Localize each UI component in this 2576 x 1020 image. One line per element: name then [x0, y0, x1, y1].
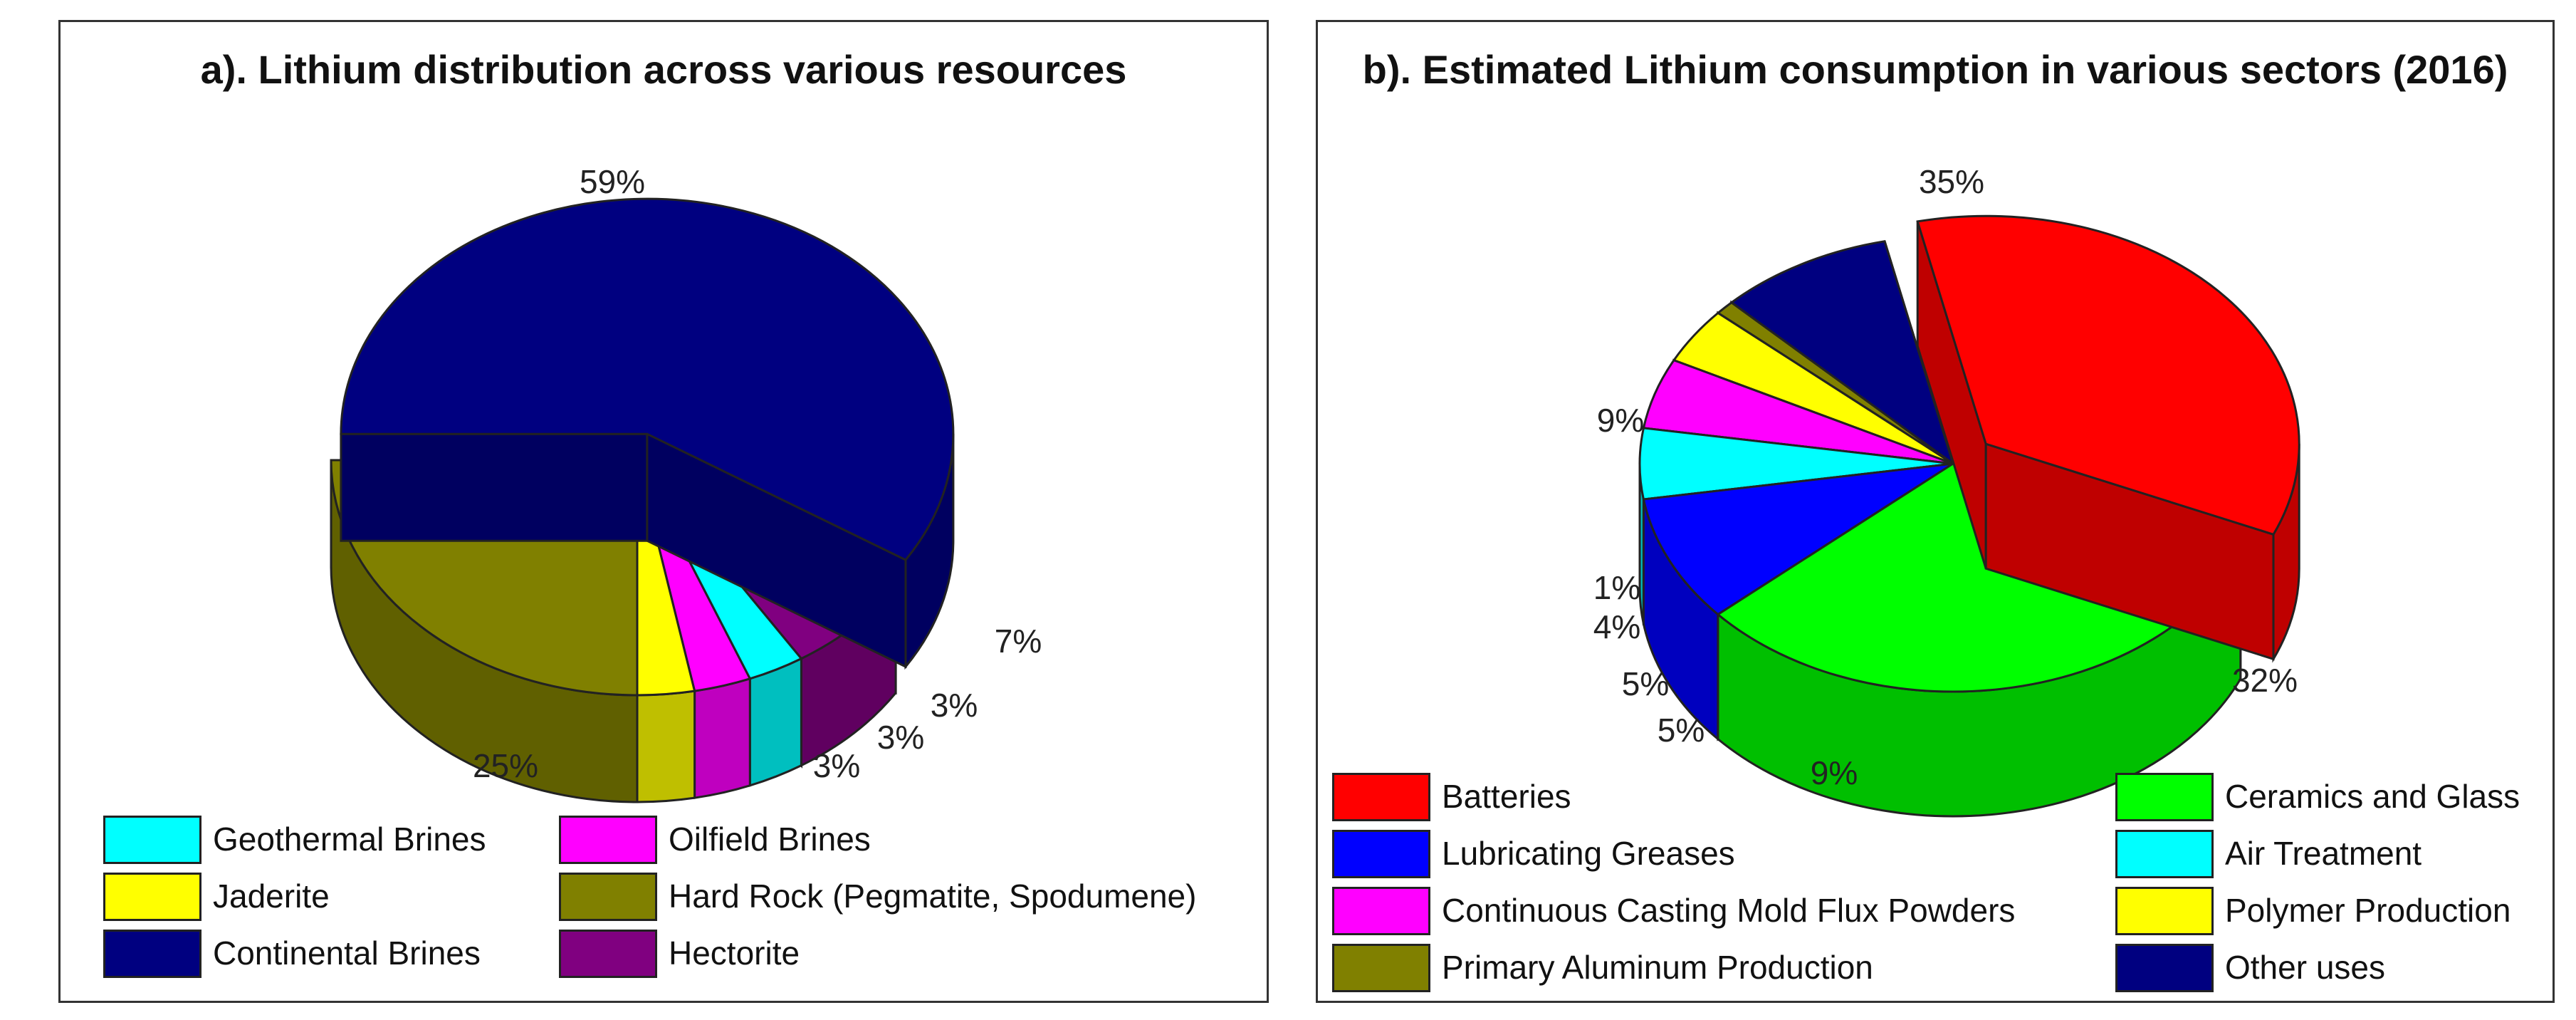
b-legend-swatch [2115, 944, 2214, 992]
slice-label-lubricating-greases: 9% [1811, 754, 1858, 791]
slice-label-primary-aluminum-production: 1% [1593, 569, 1640, 606]
slice-label-hard-rock-pegmatite-spodumene: 25% [473, 747, 538, 784]
a-legend-swatch [559, 873, 657, 921]
chart-panel-b: b). Estimated Lithium consumption in var… [1316, 20, 2555, 1003]
b-legend-label: Polymer Production [2225, 892, 2511, 929]
slice-label-batteries: 35% [1919, 163, 1984, 200]
a-legend-swatch [559, 930, 657, 978]
b-legend-swatch [1332, 830, 1430, 878]
slice-label-geothermal-brines: 3% [931, 687, 978, 724]
a-legend-swatch [103, 816, 201, 864]
slice-label-oilfield-brines: 3% [877, 719, 924, 756]
chart-title-b: b). Estimated Lithium consumption in var… [1362, 47, 2508, 92]
slice-label-ceramics-and-glass: 32% [2232, 662, 2298, 699]
a-legend-label: Hectorite [669, 935, 800, 972]
a-legend-label: Oilfield Brines [669, 821, 871, 858]
a-legend-label: Geothermal Brines [213, 821, 486, 858]
slice-label-continuous-casting-mold-flux-powders: 5% [1622, 665, 1669, 702]
b-legend-label: Other uses [2225, 949, 2385, 986]
b-legend-swatch [2115, 773, 2214, 821]
b-legend-swatch [2115, 887, 2214, 935]
pie-slice-continental-brines [340, 197, 955, 670]
b-legend-label: Batteries [1442, 778, 1571, 815]
chart-panel-a: a). Lithium distribution across various … [58, 20, 1269, 1003]
a-legend-label: Hard Rock (Pegmatite, Spodumene) [669, 878, 1197, 915]
pie-slice-jaderite [636, 459, 696, 803]
slice-label-jaderite: 3% [813, 747, 860, 784]
b-legend-swatch [2115, 830, 2214, 878]
b-legend-swatch [1332, 887, 1430, 935]
a-legend-swatch [103, 930, 201, 978]
slice-label-air-treatment: 5% [1658, 712, 1705, 749]
slice-label-hectorite: 7% [995, 623, 1042, 660]
chart-title-a: a). Lithium distribution across various … [200, 47, 1127, 92]
b-legend-label: Primary Aluminum Production [1442, 949, 1873, 986]
slice-label-continental-brines: 59% [580, 163, 645, 200]
b-legend-label: Continuous Casting Mold Flux Powders [1442, 892, 2016, 929]
b-legend-label: Lubricating Greases [1442, 835, 1735, 872]
a-legend-swatch [559, 816, 657, 864]
b-legend-label: Ceramics and Glass [2225, 778, 2520, 815]
slice-label-other-uses: 9% [1597, 402, 1644, 439]
b-legend-swatch [1332, 773, 1430, 821]
pie-slice-batteries [1916, 214, 2300, 663]
a-legend-label: Jaderite [213, 878, 330, 915]
slice-label-polymer-production: 4% [1593, 608, 1640, 645]
b-legend-swatch [1332, 944, 1430, 992]
a-legend-swatch [103, 873, 201, 921]
pie-chart-b: 35% 32% 9% 5% 5% 4%1% 9% [1593, 163, 2300, 818]
b-legend-label: Air Treatment [2225, 835, 2422, 872]
pie-chart-a: 59%7%3%3%3%25% [330, 163, 1042, 803]
a-legend-label: Continental Brines [213, 935, 481, 972]
